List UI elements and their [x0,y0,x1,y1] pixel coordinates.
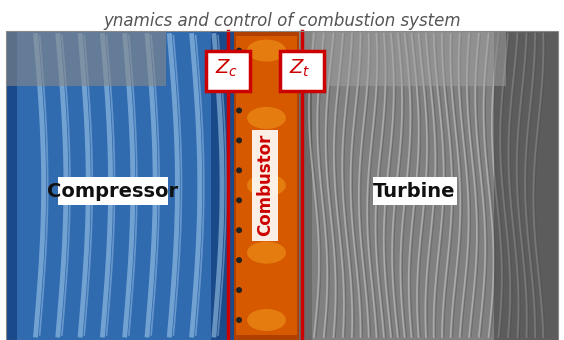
Ellipse shape [247,107,286,129]
Circle shape [236,107,242,114]
Text: Compressor: Compressor [47,182,178,201]
Ellipse shape [247,309,286,331]
FancyBboxPatch shape [206,51,250,91]
Bar [494,31,558,340]
Circle shape [236,227,242,233]
Bar [17,31,211,340]
Text: ynamics and control of combustion system: ynamics and control of combustion system [103,12,461,30]
Bar [234,31,299,340]
Bar [373,177,456,205]
Circle shape [236,317,242,323]
Bar [299,31,506,86]
Circle shape [236,78,242,84]
Circle shape [236,197,242,203]
Circle shape [236,287,242,293]
Text: $Z_c$: $Z_c$ [215,58,238,80]
Ellipse shape [247,39,286,62]
Circle shape [236,167,242,173]
Text: Turbine: Turbine [373,182,456,201]
Circle shape [236,257,242,263]
Bar [236,36,297,335]
Bar [6,31,166,86]
Text: Combustor: Combustor [256,134,274,237]
Text: $Z_t$: $Z_t$ [289,58,311,80]
Ellipse shape [247,242,286,264]
Bar [6,31,234,340]
Circle shape [236,48,242,54]
FancyBboxPatch shape [280,51,324,91]
Bar [312,31,494,340]
Circle shape [236,137,242,143]
Ellipse shape [247,174,286,196]
Bar [299,31,558,340]
Bar [58,177,168,205]
